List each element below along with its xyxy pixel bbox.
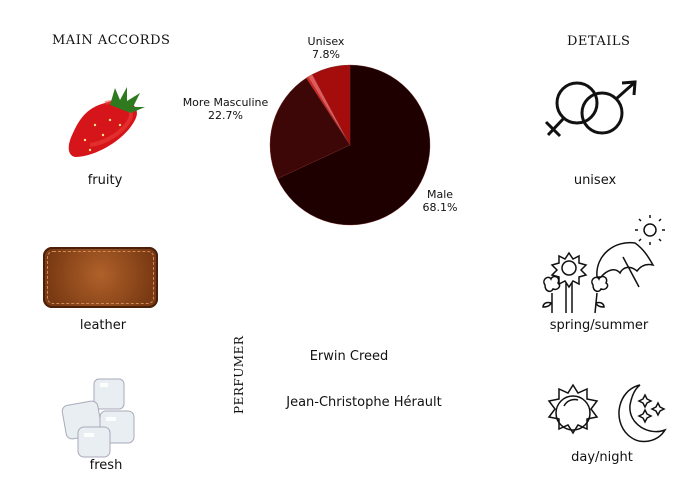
perfumer-name[interactable]: Erwin Creed	[309, 349, 389, 364]
detail-label-spring-summer: spring/summer	[549, 318, 649, 333]
detail-label-day-night: day/night	[571, 450, 633, 465]
flowers-umbrella-sun-icon	[542, 215, 665, 314]
strawberry-icon	[68, 87, 145, 157]
accord-label-fresh: fresh	[89, 458, 123, 473]
pie-label-more-masculine-pct: 22.7%	[208, 109, 243, 122]
pie-label-male: Male 68.1%	[415, 188, 465, 214]
pie-label-unisex: Unisex 7.8%	[296, 35, 356, 61]
details-title: DETAILS	[567, 34, 631, 49]
ice-cubes-icon	[61, 378, 135, 458]
accord-label-leather: leather	[79, 318, 127, 333]
pie-slice-unisex	[312, 64, 351, 146]
main-accords-title: MAIN ACCORDS	[52, 33, 171, 48]
pie-label-male-name: Male	[426, 188, 454, 201]
pie-label-male-pct: 68.1%	[422, 201, 458, 214]
accord-label-fruity: fruity	[87, 173, 123, 188]
pie-slice-male	[277, 64, 431, 226]
perfumer-name[interactable]: Jean-Christophe Hérault	[286, 395, 442, 410]
pie-slice-more-masculine	[269, 77, 351, 179]
pie-label-more-masculine-name: More Masculine	[182, 96, 269, 109]
detail-label-unisex: unisex	[573, 173, 617, 188]
sun-moon-icon	[547, 383, 667, 443]
pie-label-unisex-pct: 7.8%	[312, 48, 340, 61]
pie-label-unisex-name: Unisex	[307, 35, 345, 48]
gender-symbols-icon	[544, 80, 637, 138]
pie-label-more-masculine: More Masculine 22.7%	[178, 96, 273, 122]
leather-icon	[43, 247, 158, 308]
